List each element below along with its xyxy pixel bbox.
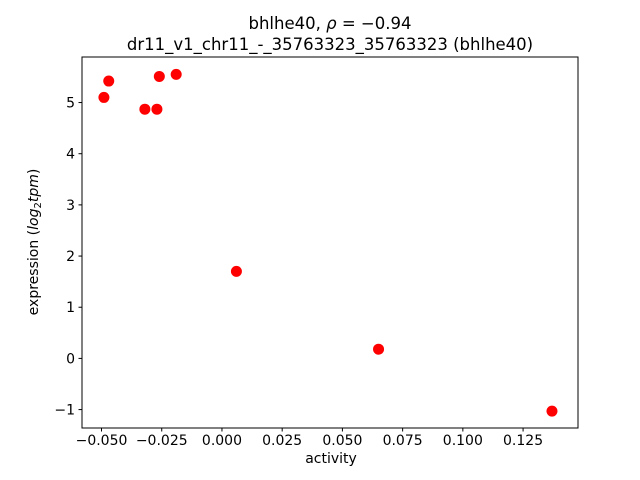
rho-symbol: ρ (326, 14, 337, 33)
title-rho-value: = −0.94 (337, 14, 412, 33)
y-tick-label: 5 (66, 96, 75, 112)
x-tick-label: −0.025 (136, 433, 188, 449)
y-tick-label: 1 (66, 300, 75, 316)
x-tick-label: 0.075 (383, 433, 423, 449)
scatter-points (98, 68, 558, 417)
data-point (139, 103, 151, 115)
data-point (98, 91, 110, 103)
x-tick-label: 0.100 (443, 433, 483, 449)
plot-area-spines (81, 56, 579, 429)
ylabel-prefix: expression ( (26, 230, 42, 315)
data-point (170, 68, 182, 80)
chart-title: bhlhe40, ρ = −0.94 (249, 14, 412, 33)
x-tick-label: 0.050 (322, 433, 362, 449)
title-gene-text: bhlhe40, (249, 14, 327, 33)
chart-subtitle: dr11_v1_chr11_-_35763323_35763323 (bhlhe… (127, 35, 533, 55)
ylabel-log: log (26, 208, 42, 229)
x-axis-label: activity (305, 451, 357, 467)
data-point (151, 103, 163, 115)
data-point (546, 405, 558, 417)
x-axis-ticks: −0.050 −0.025 0.000 0.025 0.050 0.075 0.100 0.1… (76, 428, 543, 449)
data-point (153, 70, 165, 82)
x-tick-label: 0.025 (262, 433, 302, 449)
y-tick-label: −1 (54, 403, 75, 419)
y-axis-label: expression (log2tpm) (26, 169, 44, 316)
x-tick-label: −0.050 (76, 433, 128, 449)
y-tick-label: 0 (66, 351, 75, 367)
ylabel-var: tpm (26, 174, 42, 202)
y-tick-label: 3 (66, 198, 75, 214)
data-point (103, 75, 115, 87)
ylabel-subscript: 2 (33, 202, 44, 208)
data-point (230, 265, 242, 277)
ylabel-suffix: ) (26, 169, 42, 174)
y-axis-ticks: −1 0 1 2 3 4 5 (54, 96, 82, 419)
x-tick-label: 0.125 (503, 433, 543, 449)
x-tick-label: 0.000 (202, 433, 242, 449)
y-tick-label: 4 (66, 147, 75, 163)
y-tick-label: 2 (66, 249, 75, 265)
data-point (373, 343, 385, 355)
